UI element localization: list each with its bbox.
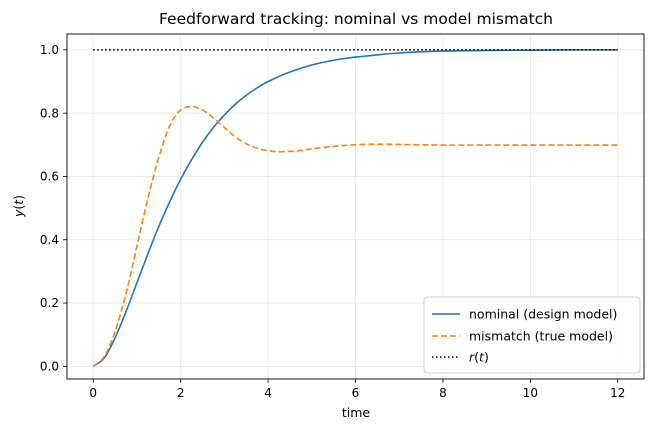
x-tick-label: 0 xyxy=(89,386,97,400)
legend-ref-close-paren: ) xyxy=(484,350,489,365)
y-axis-label-close-paren: ) xyxy=(11,195,26,200)
y-tick-label: 0.6 xyxy=(40,170,59,184)
legend-box xyxy=(423,296,641,374)
x-axis-label: time xyxy=(342,405,371,420)
series-line-mismatch xyxy=(92,105,618,367)
series-group xyxy=(92,49,618,368)
y-axis-label-open-paren: ( xyxy=(11,205,26,210)
legend-ref-open-paren: ( xyxy=(474,350,479,365)
x-tick-label: 6 xyxy=(352,386,360,400)
legend-ref-t: t xyxy=(479,350,485,365)
chart-title: Feedforward tracking: nominal vs model m… xyxy=(159,10,553,28)
y-axis-label: y(t) xyxy=(11,195,26,218)
y-tick-label: 0.0 xyxy=(40,360,59,374)
x-tick-label: 2 xyxy=(177,386,185,400)
legend-label-mismatch: mismatch (true model) xyxy=(469,329,613,344)
y-axis-ticks: 0.0 0.2 0.4 0.6 0.8 1.0 xyxy=(40,43,67,374)
y-tick-label: 1.0 xyxy=(40,43,59,57)
y-tick-label: 0.4 xyxy=(40,233,59,247)
y-axis-label-y: y xyxy=(11,209,26,218)
y-axis-label-t: t xyxy=(11,199,26,205)
y-tick-label: 0.8 xyxy=(40,106,59,120)
series-line-nominal xyxy=(92,49,618,368)
x-tick-label: 8 xyxy=(439,386,447,400)
plot-frame xyxy=(66,33,645,380)
x-tick-label: 4 xyxy=(264,386,272,400)
legend-label-nominal: nominal (design model) xyxy=(469,307,617,322)
legend-label-reference: r(t) xyxy=(469,350,489,365)
x-tick-label: 12 xyxy=(610,386,625,400)
x-axis-ticks: 0 2 4 6 8 10 12 xyxy=(89,379,625,400)
legend-ref-r: r xyxy=(469,350,475,365)
y-tick-label: 0.2 xyxy=(40,296,59,310)
legend: nominal (design model) mismatch (true mo… xyxy=(423,296,641,374)
x-tick-label: 10 xyxy=(523,386,538,400)
